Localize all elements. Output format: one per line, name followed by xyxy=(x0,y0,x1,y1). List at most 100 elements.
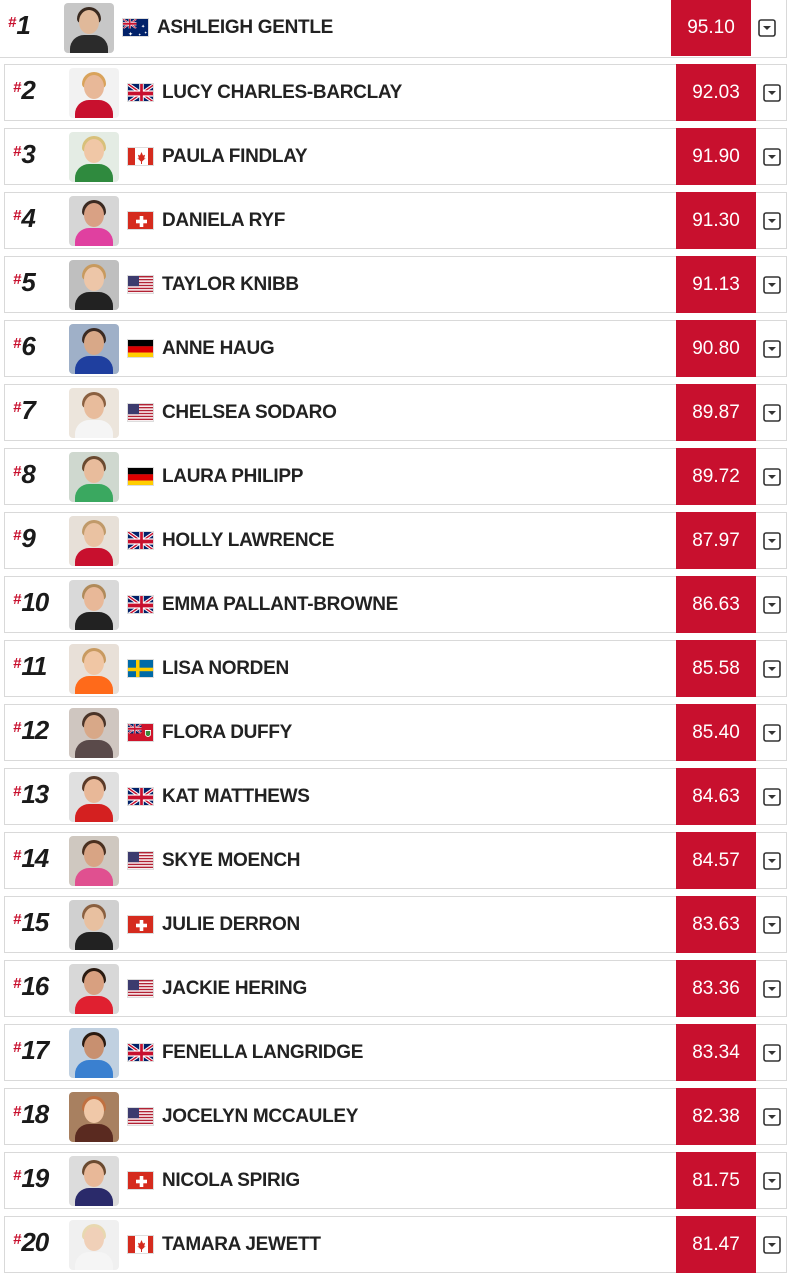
athlete-score: 91.13 xyxy=(676,256,756,313)
chevron-down-icon[interactable] xyxy=(763,532,781,550)
rank-hash: # xyxy=(13,399,20,416)
athlete-name[interactable]: DANIELA RYF xyxy=(162,207,285,235)
athlete-name[interactable]: LISA NORDEN xyxy=(162,655,289,683)
svg-text:✦: ✦ xyxy=(128,31,133,37)
ranking-row[interactable]: #4 DANIELA RYF 91.30 xyxy=(4,192,787,249)
ranking-row[interactable]: #14 SKYE MOENCH 84.57 xyxy=(4,832,787,889)
chevron-down-icon[interactable] xyxy=(763,596,781,614)
ranking-row[interactable]: #12 FLORA DUFFY 85.40 xyxy=(4,704,787,761)
rank-hash: # xyxy=(13,655,20,672)
ranking-row[interactable]: #20 TAMARA JEWETT 81.47 xyxy=(4,1216,787,1273)
ranking-row[interactable]: #9 HOLLY LAWRENCE 87.97 xyxy=(4,512,787,569)
ranking-row[interactable]: #19 NICOLA SPIRIG 81.75 xyxy=(4,1152,787,1209)
athlete-avatar xyxy=(69,644,119,694)
athlete-score: 84.63 xyxy=(676,768,756,825)
chevron-down-icon[interactable] xyxy=(763,340,781,358)
rank-number: #15 xyxy=(13,905,48,939)
ranking-row[interactable]: #11 LISA NORDEN 85.58 xyxy=(4,640,787,697)
rank-number: #3 xyxy=(13,137,35,171)
ranking-row[interactable]: #17 FENELLA LANGRIDGE 83.34 xyxy=(4,1024,787,1081)
athlete-name[interactable]: HOLLY LAWRENCE xyxy=(162,527,334,555)
athlete-avatar xyxy=(69,1092,119,1142)
athlete-name[interactable]: ANNE HAUG xyxy=(162,335,274,363)
athlete-name[interactable]: CHELSEA SODARO xyxy=(162,399,337,427)
athlete-name[interactable]: NICOLA SPIRIG xyxy=(162,1167,300,1195)
athlete-name[interactable]: TAMARA JEWETT xyxy=(162,1231,321,1259)
chevron-down-icon[interactable] xyxy=(763,84,781,102)
rank-value: 13 xyxy=(21,779,48,809)
rank-number: #18 xyxy=(13,1097,48,1131)
rank-value: 12 xyxy=(21,715,48,745)
athlete-score: 89.87 xyxy=(676,384,756,441)
athlete-name[interactable]: PAULA FINDLAY xyxy=(162,143,307,171)
chevron-down-icon[interactable] xyxy=(763,660,781,678)
rank-value: 17 xyxy=(21,1035,48,1065)
chevron-down-icon[interactable] xyxy=(763,788,781,806)
ranking-row[interactable]: #16 JACKIE HERING 83.36 xyxy=(4,960,787,1017)
rank-number: #20 xyxy=(13,1225,48,1259)
athlete-name[interactable]: LAURA PHILIPP xyxy=(162,463,303,491)
athlete-name[interactable]: JULIE DERRON xyxy=(162,911,300,939)
athlete-avatar xyxy=(69,1028,119,1078)
chevron-down-icon[interactable] xyxy=(763,980,781,998)
chevron-down-icon[interactable] xyxy=(763,468,781,486)
rank-number: #13 xyxy=(13,777,48,811)
ranking-row[interactable]: #7 CHELSEA SODARO 89.87 xyxy=(4,384,787,441)
chevron-down-icon[interactable] xyxy=(763,916,781,934)
ranking-row[interactable]: #1 ✦✦ ✦✦ ASHLEIGH GENTLE 95.10 xyxy=(0,0,787,58)
chevron-down-icon[interactable] xyxy=(763,724,781,742)
chevron-down-icon[interactable] xyxy=(763,212,781,230)
rank-hash: # xyxy=(13,1103,20,1120)
country-flag-icon: ✦✦ ✦✦ xyxy=(122,18,149,37)
athlete-name[interactable]: LUCY CHARLES-BARCLAY xyxy=(162,79,402,107)
athlete-avatar xyxy=(69,196,119,246)
ranking-row[interactable]: #10 EMMA PALLANT-BROWNE 86.63 xyxy=(4,576,787,633)
chevron-down-icon[interactable] xyxy=(763,276,781,294)
athlete-name[interactable]: TAYLOR KNIBB xyxy=(162,271,299,299)
chevron-down-icon[interactable] xyxy=(758,19,776,37)
athlete-name[interactable]: FENELLA LANGRIDGE xyxy=(162,1039,363,1067)
rank-hash: # xyxy=(13,79,20,96)
athlete-name[interactable]: ASHLEIGH GENTLE xyxy=(157,14,333,42)
rank-hash: # xyxy=(13,463,20,480)
ranking-row[interactable]: #6 ANNE HAUG 90.80 xyxy=(4,320,787,377)
chevron-down-icon[interactable] xyxy=(763,1108,781,1126)
athlete-score: 87.97 xyxy=(676,512,756,569)
rank-hash: # xyxy=(13,1167,20,1184)
chevron-down-icon[interactable] xyxy=(763,1236,781,1254)
rank-value: 15 xyxy=(21,907,48,937)
ranking-row[interactable]: #18 JOCELYN MCCAULEY 82.38 xyxy=(4,1088,787,1145)
country-flag-icon xyxy=(127,467,154,486)
athlete-name[interactable]: SKYE MOENCH xyxy=(162,847,300,875)
ranking-row[interactable]: #8 LAURA PHILIPP 89.72 xyxy=(4,448,787,505)
rank-value: 11 xyxy=(21,651,46,681)
athlete-name[interactable]: FLORA DUFFY xyxy=(162,719,292,747)
athlete-score: 95.10 xyxy=(671,0,751,56)
chevron-down-icon[interactable] xyxy=(763,852,781,870)
chevron-down-icon[interactable] xyxy=(763,404,781,422)
athlete-score: 81.75 xyxy=(676,1152,756,1209)
athlete-score: 89.72 xyxy=(676,448,756,505)
rank-number: #6 xyxy=(13,329,35,363)
rank-hash: # xyxy=(8,14,15,31)
rank-number: #10 xyxy=(13,585,48,619)
ranking-row[interactable]: #13 KAT MATTHEWS 84.63 xyxy=(4,768,787,825)
athlete-name[interactable]: JACKIE HERING xyxy=(162,975,307,1003)
chevron-down-icon[interactable] xyxy=(763,1172,781,1190)
ranking-row[interactable]: #5 TAYLOR KNIBB 91.13 xyxy=(4,256,787,313)
ranking-row[interactable]: #15 JULIE DERRON 83.63 xyxy=(4,896,787,953)
country-flag-icon xyxy=(127,915,154,934)
athlete-name[interactable]: KAT MATTHEWS xyxy=(162,783,310,811)
chevron-down-icon[interactable] xyxy=(763,148,781,166)
chevron-down-icon[interactable] xyxy=(763,1044,781,1062)
ranking-row[interactable]: #3 PAULA FINDLAY 91.90 xyxy=(4,128,787,185)
athlete-name[interactable]: JOCELYN MCCAULEY xyxy=(162,1103,358,1131)
athlete-score: 83.34 xyxy=(676,1024,756,1081)
athlete-avatar xyxy=(69,388,119,438)
athlete-name[interactable]: EMMA PALLANT-BROWNE xyxy=(162,591,398,619)
rank-hash: # xyxy=(13,1231,20,1248)
rank-value: 5 xyxy=(21,267,34,297)
ranking-row[interactable]: #2 LUCY CHARLES-BARCLAY 92.03 xyxy=(4,64,787,121)
rank-hash: # xyxy=(13,271,20,288)
athlete-avatar xyxy=(69,772,119,822)
